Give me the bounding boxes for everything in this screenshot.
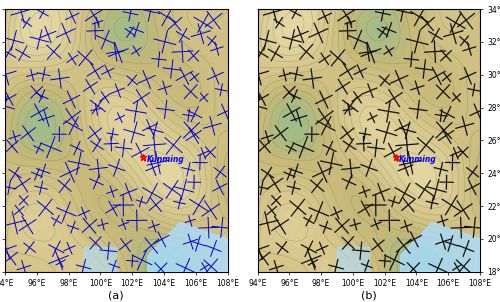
Text: Kunming: Kunming xyxy=(399,155,436,164)
Polygon shape xyxy=(148,223,228,272)
Polygon shape xyxy=(337,247,369,272)
Polygon shape xyxy=(84,247,116,272)
Polygon shape xyxy=(400,223,480,272)
Text: (b): (b) xyxy=(361,290,376,300)
Text: (a): (a) xyxy=(108,290,124,300)
Text: Kunming: Kunming xyxy=(146,155,184,164)
